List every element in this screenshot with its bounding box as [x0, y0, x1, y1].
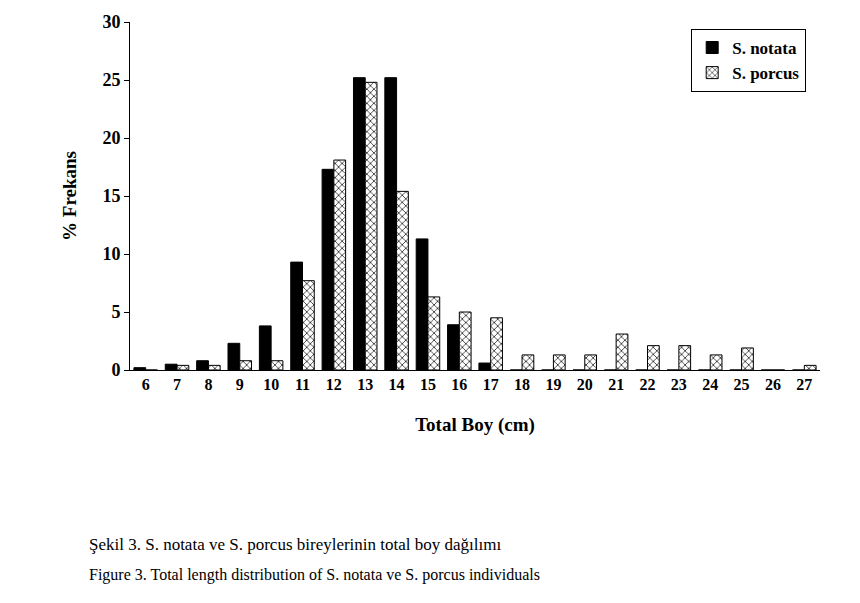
svg-text:6: 6 [142, 376, 150, 393]
svg-text:Şekil 3. S. notata ve S. porcu: Şekil 3. S. notata ve S. porcus bireyler… [89, 535, 501, 554]
svg-text:30: 30 [102, 12, 120, 32]
svg-text:7: 7 [173, 376, 181, 393]
svg-text:14: 14 [389, 376, 405, 393]
svg-text:17: 17 [483, 376, 499, 393]
svg-text:20: 20 [102, 128, 120, 148]
svg-text:15: 15 [420, 376, 436, 393]
svg-text:S. porcus: S. porcus [732, 64, 799, 83]
svg-text:27: 27 [796, 376, 812, 393]
svg-text:19: 19 [545, 376, 561, 393]
svg-text:S. notata: S. notata [732, 39, 797, 58]
svg-text:24: 24 [702, 376, 718, 393]
svg-text:13: 13 [357, 376, 373, 393]
svg-text:16: 16 [451, 376, 467, 393]
svg-text:% Frekans: % Frekans [59, 151, 80, 241]
svg-text:Total Boy (cm): Total Boy (cm) [415, 414, 535, 436]
svg-text:25: 25 [734, 376, 750, 393]
svg-text:15: 15 [102, 186, 120, 206]
svg-text:10: 10 [263, 376, 279, 393]
svg-text:8: 8 [204, 376, 212, 393]
svg-text:5: 5 [111, 302, 120, 322]
svg-text:12: 12 [326, 376, 342, 393]
svg-text:20: 20 [577, 376, 593, 393]
svg-text:11: 11 [295, 376, 310, 393]
svg-text:10: 10 [102, 244, 120, 264]
svg-text:0: 0 [111, 360, 120, 380]
svg-text:Figure 3. Total length distrib: Figure 3. Total length distribution of S… [89, 566, 540, 584]
svg-text:18: 18 [514, 376, 530, 393]
svg-text:9: 9 [236, 376, 244, 393]
svg-text:26: 26 [765, 376, 781, 393]
svg-text:25: 25 [102, 70, 120, 90]
svg-text:23: 23 [671, 376, 687, 393]
svg-text:22: 22 [640, 376, 656, 393]
svg-text:21: 21 [608, 376, 624, 393]
